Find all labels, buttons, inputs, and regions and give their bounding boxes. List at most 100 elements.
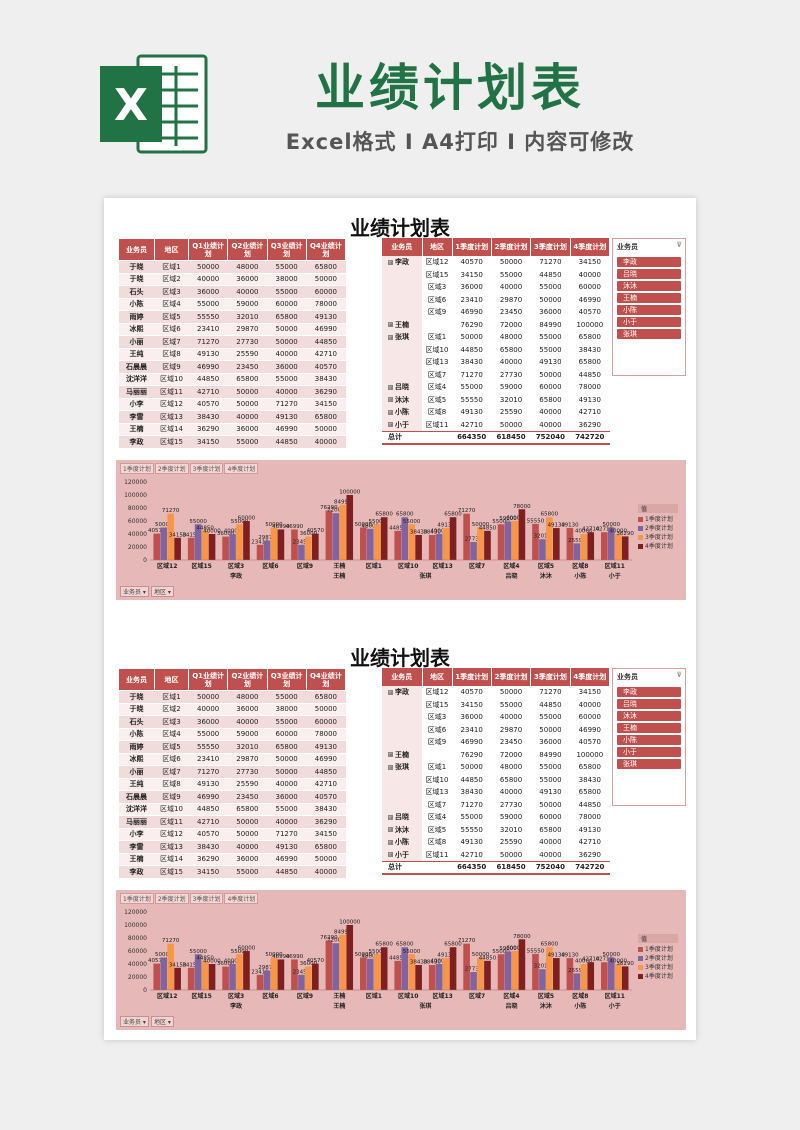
collapse-icon[interactable]: ⊟ bbox=[388, 764, 393, 770]
legend-item[interactable]: 3季度计划 bbox=[638, 963, 678, 972]
chart-field-button[interactable]: 2季度计划 bbox=[154, 463, 189, 474]
collapse-icon[interactable]: ⊟ bbox=[388, 397, 393, 403]
pivot-value[interactable]: 40000 bbox=[530, 406, 571, 419]
bar[interactable] bbox=[621, 966, 629, 990]
bar[interactable] bbox=[546, 947, 553, 990]
table-cell[interactable]: 50000 bbox=[188, 690, 228, 704]
pivot-value[interactable]: 36290 bbox=[570, 418, 610, 431]
table-cell[interactable]: 40000 bbox=[227, 715, 267, 729]
table-cell[interactable]: 区域5 bbox=[154, 310, 189, 324]
bar[interactable] bbox=[201, 960, 209, 990]
pivot-salesperson[interactable] bbox=[382, 343, 422, 356]
pivot-header[interactable]: 地区 bbox=[422, 668, 453, 686]
table-cell[interactable]: 40570 bbox=[188, 398, 228, 411]
bar[interactable] bbox=[187, 967, 195, 990]
table-cell[interactable]: 71270 bbox=[267, 398, 307, 411]
pivot-value[interactable]: 40570 bbox=[570, 306, 610, 319]
bar[interactable] bbox=[553, 528, 560, 560]
table-cell[interactable]: 36000 bbox=[188, 715, 228, 729]
pivot-value[interactable]: 76290 bbox=[452, 318, 492, 331]
table-cell[interactable]: 60000 bbox=[267, 728, 307, 741]
pivot-value[interactable]: 84990 bbox=[530, 748, 571, 761]
pivot-value[interactable]: 34150 bbox=[570, 256, 610, 269]
table-cell[interactable]: 40000 bbox=[306, 865, 346, 879]
pivot-value[interactable]: 71270 bbox=[530, 686, 571, 699]
bar[interactable] bbox=[614, 964, 622, 990]
pivot-header[interactable]: 1季度计划 bbox=[452, 668, 492, 686]
table-cell[interactable]: 40000 bbox=[227, 840, 267, 854]
table-cell[interactable]: 于晓 bbox=[118, 260, 155, 274]
pivot-region[interactable]: 区域13 bbox=[422, 786, 452, 799]
slicer-item[interactable]: 沐沐 bbox=[617, 711, 681, 721]
table-cell[interactable]: 59000 bbox=[227, 728, 267, 741]
bar[interactable] bbox=[449, 517, 457, 560]
chart-field-button[interactable]: 1季度计划 bbox=[120, 463, 154, 474]
pivot-header[interactable]: 4季度计划 bbox=[570, 238, 611, 256]
bar[interactable] bbox=[201, 530, 209, 560]
bar[interactable] bbox=[573, 543, 581, 560]
axis-filter-button[interactable]: 业务员 ▾ bbox=[120, 586, 149, 597]
table-cell[interactable]: 区域14 bbox=[154, 423, 189, 436]
pivot-region[interactable]: 区域1 bbox=[422, 761, 452, 774]
bar[interactable] bbox=[394, 960, 402, 990]
bar[interactable] bbox=[504, 521, 512, 560]
bar[interactable] bbox=[477, 957, 484, 991]
pivot-value[interactable]: 44850 bbox=[570, 368, 610, 381]
slicer-item[interactable]: 吕晓 bbox=[617, 699, 681, 709]
bar[interactable] bbox=[415, 535, 422, 560]
bar[interactable] bbox=[497, 524, 505, 560]
table-cell[interactable]: 59000 bbox=[227, 298, 267, 311]
table-cell[interactable]: 23410 bbox=[188, 323, 228, 336]
slicer-item[interactable]: 小于 bbox=[617, 747, 681, 757]
table-cell[interactable]: 65800 bbox=[267, 310, 307, 324]
pivot-region[interactable]: 区域6 bbox=[422, 293, 452, 306]
pivot-value[interactable]: 36000 bbox=[530, 306, 571, 319]
pivot-value[interactable]: 42710 bbox=[452, 848, 492, 861]
pivot-salesperson[interactable]: ⊟ 小于 bbox=[382, 418, 422, 431]
table-cell[interactable]: 36000 bbox=[227, 273, 267, 286]
bar[interactable] bbox=[187, 537, 195, 560]
table-cell[interactable]: 40000 bbox=[227, 285, 267, 299]
pivot-value[interactable]: 44850 bbox=[452, 773, 492, 786]
pivot-value[interactable]: 42710 bbox=[570, 836, 610, 849]
pivot-value[interactable]: 48000 bbox=[491, 761, 531, 774]
pivot-region[interactable]: 区域9 bbox=[422, 736, 452, 749]
bar[interactable] bbox=[256, 974, 264, 990]
bar[interactable] bbox=[511, 951, 519, 990]
pivot-value[interactable]: 65800 bbox=[530, 393, 571, 406]
pivot-value[interactable]: 40000 bbox=[570, 268, 610, 281]
bar[interactable] bbox=[428, 535, 436, 560]
table-cell[interactable]: 65800 bbox=[267, 740, 307, 754]
slicer-item[interactable]: 李政 bbox=[617, 687, 681, 697]
pivot-region[interactable]: 区域4 bbox=[422, 811, 452, 824]
table-cell[interactable]: 55000 bbox=[267, 285, 307, 299]
pivot-salesperson[interactable] bbox=[382, 268, 422, 281]
table-cell[interactable]: 46990 bbox=[188, 790, 228, 804]
table-cell[interactable]: 区域9 bbox=[154, 790, 189, 804]
bar[interactable] bbox=[580, 964, 588, 990]
slicer-item[interactable]: 王楠 bbox=[617, 723, 681, 733]
bar[interactable] bbox=[518, 939, 526, 990]
pivot-region[interactable]: 区域10 bbox=[422, 343, 452, 356]
bar[interactable] bbox=[546, 517, 553, 560]
table-cell[interactable]: 36000 bbox=[227, 853, 267, 866]
table-cell[interactable]: 42710 bbox=[306, 778, 346, 791]
filter-clear-icon[interactable]: ⊽ bbox=[676, 671, 682, 679]
slicer-item[interactable]: 张琪 bbox=[617, 329, 681, 339]
pivot-salesperson[interactable] bbox=[382, 798, 422, 811]
table-cell[interactable]: 71270 bbox=[188, 335, 228, 349]
table-cell[interactable]: 38000 bbox=[267, 273, 307, 286]
table-cell[interactable]: 区域2 bbox=[154, 273, 189, 286]
table-cell[interactable]: 区域7 bbox=[154, 335, 189, 349]
table-cell[interactable]: 44850 bbox=[306, 765, 346, 779]
pivot-value[interactable]: 78000 bbox=[570, 811, 610, 824]
bar[interactable] bbox=[504, 951, 512, 990]
pivot-value[interactable]: 36000 bbox=[452, 281, 492, 294]
pivot-region[interactable]: 区域5 bbox=[422, 823, 452, 836]
table-cell[interactable]: 50000 bbox=[306, 423, 346, 436]
pivot-value[interactable]: 40000 bbox=[570, 698, 610, 711]
bar[interactable] bbox=[236, 954, 243, 990]
pivot-region[interactable] bbox=[422, 318, 452, 331]
pivot-region[interactable]: 区域6 bbox=[422, 723, 452, 736]
pivot-value[interactable]: 50000 bbox=[530, 798, 571, 811]
